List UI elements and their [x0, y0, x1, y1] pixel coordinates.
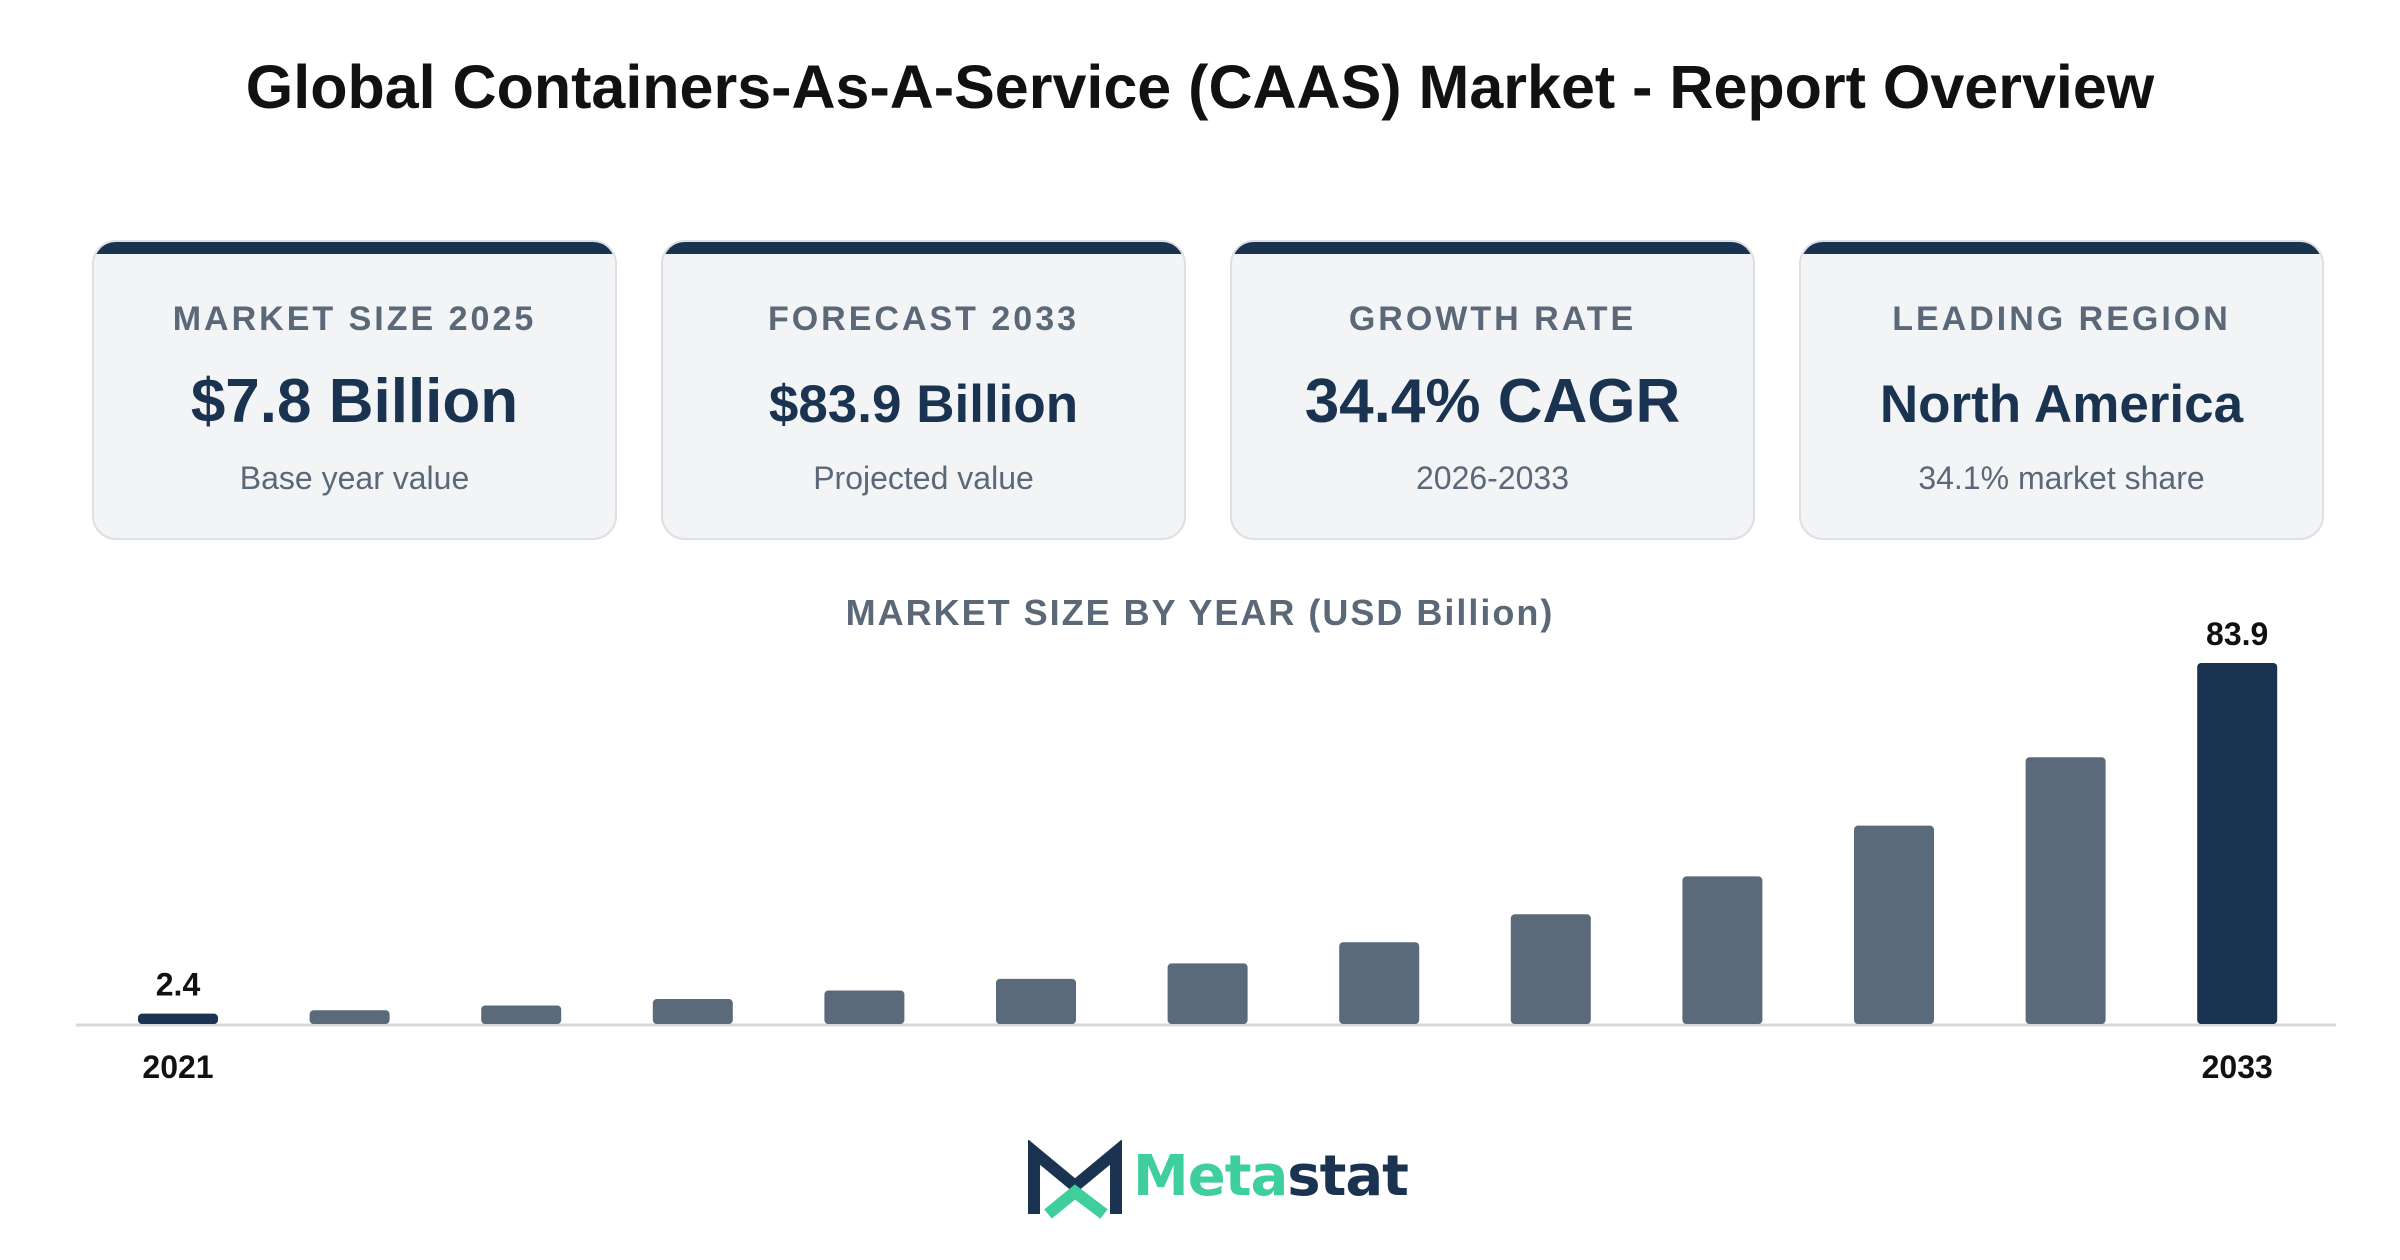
metastat-logo: Metastat — [1028, 1139, 1409, 1220]
card-subtext: Projected value — [813, 460, 1034, 496]
stat-cards: MARKET SIZE 2025 $7.8 Billion Base year … — [92, 240, 2324, 542]
bar-2027 — [1167, 963, 1248, 1024]
bar-2026 — [996, 978, 1076, 1024]
card-label: LEADING REGION — [1892, 300, 2231, 338]
stat-card-forecast: FORECAST 2033 $83.9 Billion Projected va… — [661, 240, 1186, 540]
card-accent-bar — [663, 242, 1184, 254]
card-value: $7.8 Billion — [190, 367, 519, 436]
bar-2022 — [309, 1010, 390, 1024]
bar-2021 — [138, 1013, 218, 1024]
card-accent-bar — [1232, 242, 1753, 254]
bar-2023 — [481, 1005, 562, 1024]
x-tick-label-2033: 2033 — [2202, 1049, 2273, 1085]
card-accent-bar — [1801, 242, 2322, 254]
card-value: $83.9 Billion — [768, 375, 1079, 434]
page-title: Global Containers-As-A-Service (CAAS) Ma… — [245, 53, 2155, 121]
bar-2030 — [1682, 876, 1763, 1024]
card-value: North America — [1879, 375, 2244, 434]
bar-2024 — [652, 999, 733, 1024]
card-label: GROWTH RATE — [1348, 300, 1637, 338]
card-subtext: 34.1% market share — [1918, 460, 2205, 496]
chart-title: MARKET SIZE BY YEAR (USD Billion) — [845, 592, 1555, 633]
stat-card-growth-rate: GROWTH RATE 34.4% CAGR 2026-2033 — [1230, 240, 1755, 540]
x-tick-label-2021: 2021 — [142, 1049, 213, 1085]
metastat-logo-text: Metastat — [1133, 1144, 1409, 1209]
stat-card-leading-region: LEADING REGION North America 34.1% marke… — [1799, 240, 2324, 540]
card-label: FORECAST 2033 — [767, 300, 1080, 338]
metastat-logo-icon — [1028, 1139, 1122, 1219]
bar-2033 — [2197, 663, 2278, 1024]
bar-2032 — [2025, 757, 2106, 1024]
card-subtext: Base year value — [239, 460, 470, 496]
bar-2029 — [1510, 914, 1591, 1024]
card-label: MARKET SIZE 2025 — [172, 300, 537, 338]
value-label-2033: 83.9 — [2206, 616, 2268, 652]
bar-2028 — [1339, 942, 1420, 1024]
stat-card-market-size: MARKET SIZE 2025 $7.8 Billion Base year … — [92, 240, 617, 540]
bar-2031 — [1854, 825, 1934, 1024]
value-label-2021: 2.4 — [156, 967, 201, 1003]
card-value: 34.4% CAGR — [1304, 367, 1681, 436]
card-subtext: 2026-2033 — [1415, 460, 1570, 496]
bar-2025 — [824, 990, 905, 1024]
card-accent-bar — [94, 242, 615, 254]
